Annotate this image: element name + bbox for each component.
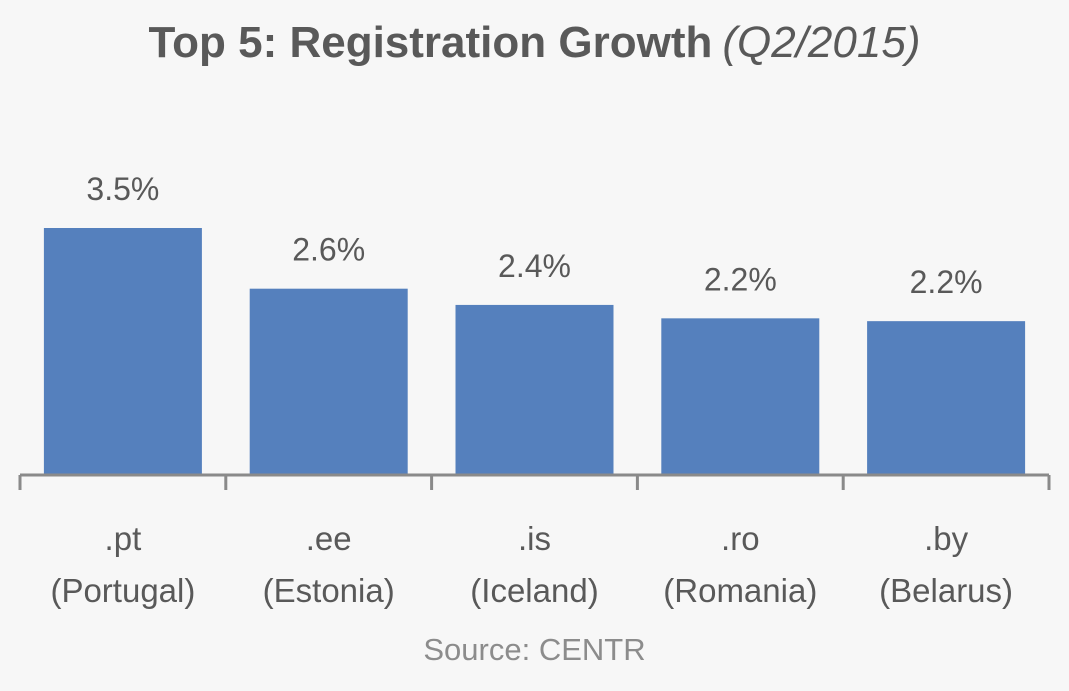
category-name-label: (Estonia) bbox=[263, 572, 395, 609]
category-code-label: .by bbox=[924, 520, 969, 557]
chart-title: Top 5: Registration Growth (Q2/2015) bbox=[0, 18, 1069, 68]
bar-is bbox=[455, 304, 614, 475]
bar-by bbox=[867, 321, 1026, 475]
category-name-label: (Belarus) bbox=[879, 572, 1013, 609]
data-label: 2.6% bbox=[292, 232, 365, 268]
data-label: 2.2% bbox=[910, 264, 983, 300]
category-code-label: .ro bbox=[721, 520, 760, 557]
title-main: Top 5: Registration Growth bbox=[148, 18, 713, 67]
source-note: Source: CENTR bbox=[423, 632, 646, 667]
data-label: 2.4% bbox=[498, 248, 571, 284]
title-subtitle: (Q2/2015) bbox=[722, 18, 921, 67]
bar-ee bbox=[249, 288, 408, 475]
data-label: 2.2% bbox=[704, 261, 777, 297]
category-name-label: (Romania) bbox=[663, 572, 817, 609]
bar-pt bbox=[43, 228, 202, 475]
bar-ro bbox=[661, 318, 820, 475]
category-name-label: (Iceland) bbox=[470, 572, 598, 609]
category-name-label: (Portugal) bbox=[50, 572, 195, 609]
category-code-label: .is bbox=[518, 520, 551, 557]
category-code-label: .pt bbox=[105, 520, 142, 557]
category-code-label: .ee bbox=[306, 520, 352, 557]
data-label: 3.5% bbox=[86, 171, 159, 207]
